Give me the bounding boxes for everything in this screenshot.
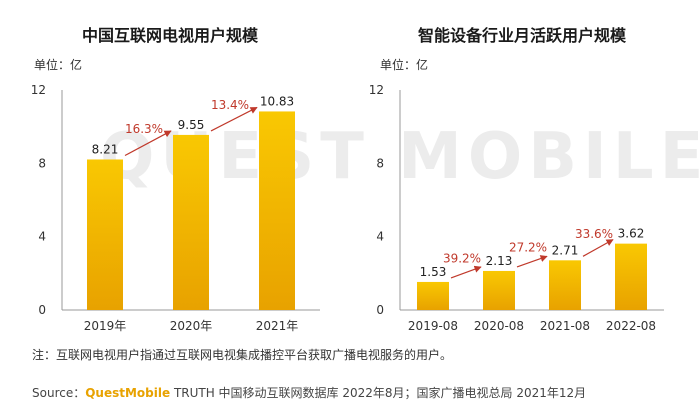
bar [549,260,581,310]
unit-label-left: 单位：亿 [34,58,83,72]
growth-label: 13.4% [211,98,249,112]
growth-label: 16.3% [125,122,163,136]
y-tick-label: 8 [38,156,46,170]
footnote: 注：互联网电视用户指通过互联网电视集成播控平台获取广播电视服务的用户。 [32,348,453,362]
bar [259,111,295,310]
data-label: 2.71 [552,243,579,257]
data-label: 8.21 [92,142,119,156]
bar [483,270,515,310]
source-text: TRUTH 中国移动互联网数据库 2022年8月；国家广播电视总局 2021年1… [170,386,587,400]
x-tick-label: 2021年 [256,319,299,333]
source-prefix: Source： [32,386,86,400]
growth-arrow [210,106,258,132]
growth-arrow [516,255,548,268]
source-brand: QuestMobile [85,386,171,400]
data-label: 9.55 [178,118,205,132]
growth-arrow [582,239,614,257]
data-label: 2.13 [486,254,513,268]
y-tick-label: 12 [369,83,384,97]
y-tick-label: 4 [38,230,46,244]
source-line: Source：QuestMobile TRUTH 中国移动互联网数据库 2022… [32,384,586,401]
data-label: 10.83 [260,94,294,108]
x-tick-label: 2020年 [170,319,213,333]
y-tick-label: 8 [376,156,384,170]
x-tick-label: 2020-08 [474,319,524,333]
bar [173,134,209,310]
y-tick-label: 0 [38,303,46,317]
growth-label: 39.2% [443,251,481,265]
chart-title-right: 智能设备行业月活跃用户规模 [418,26,627,45]
y-tick-label: 12 [31,83,46,97]
growth-label: 33.6% [575,227,613,241]
x-tick-label: 2019年 [84,319,127,333]
growth-arrow [124,130,172,157]
x-tick-label: 2019-08 [408,319,458,333]
x-tick-label: 2021-08 [540,319,590,333]
growth-label: 27.2% [509,241,547,255]
y-tick-label: 4 [376,230,384,244]
y-tick-label: 0 [376,303,384,317]
unit-label-right: 单位：亿 [380,58,429,72]
data-label: 1.53 [420,265,447,279]
growth-arrow [450,265,482,279]
bar [615,243,647,310]
bar [87,159,123,310]
chart-title-left: 中国互联网电视用户规模 [82,26,259,45]
data-label: 3.62 [618,227,645,241]
x-tick-label: 2022-08 [606,319,656,333]
bar [417,281,449,310]
